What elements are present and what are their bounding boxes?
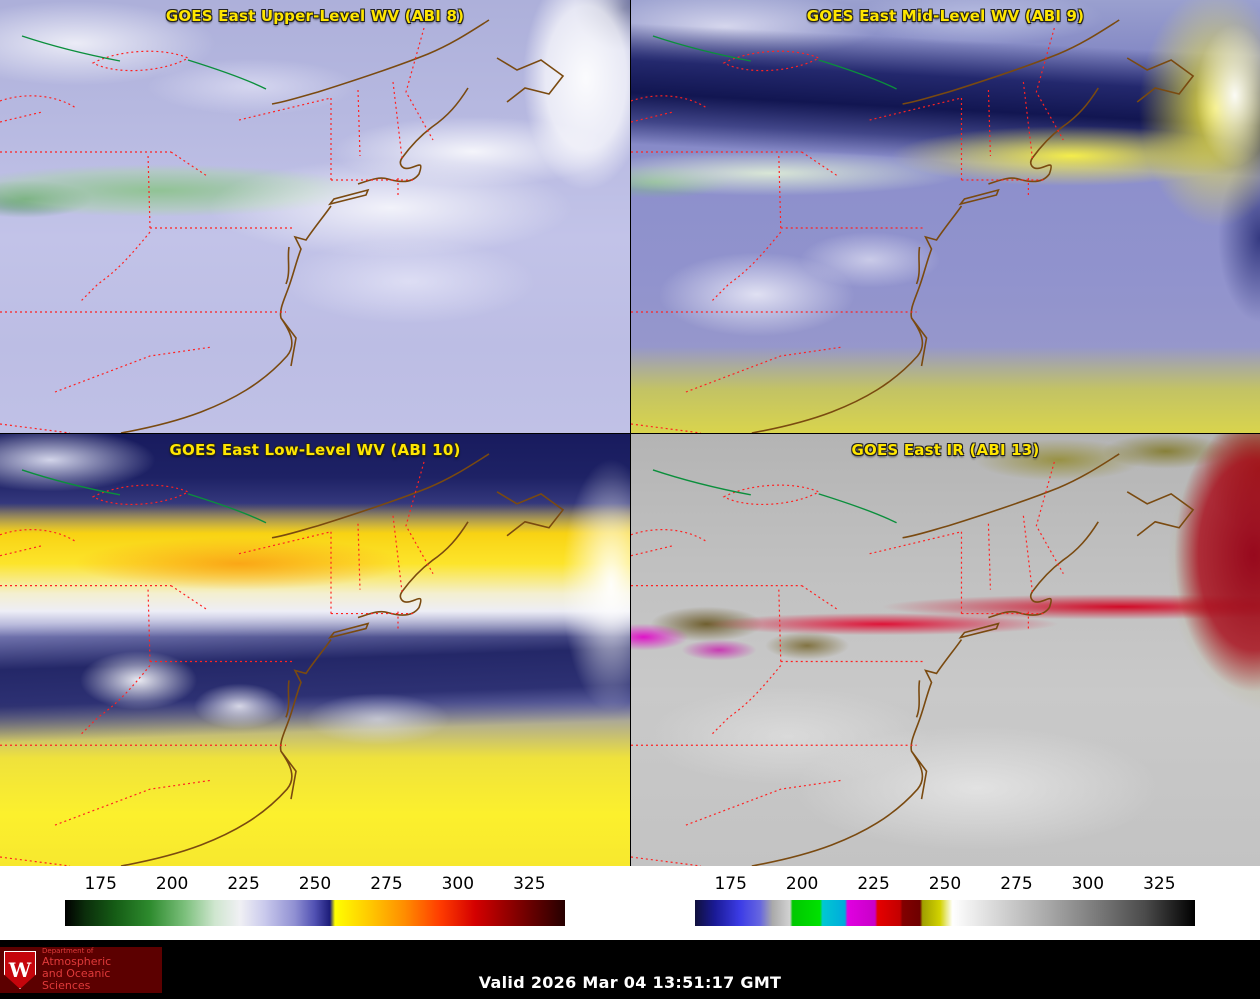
- footer-bar: W Department of Atmospheric and Oceanic …: [0, 940, 1260, 999]
- tick-label: 250: [928, 874, 962, 894]
- logo-line-department: Department of: [42, 947, 94, 956]
- tick-label: 300: [441, 874, 475, 894]
- tick-label: 200: [155, 874, 189, 894]
- tick-label: 300: [1071, 874, 1105, 894]
- tick-label: 225: [857, 874, 890, 894]
- satellite-image-abi9: [631, 0, 1260, 433]
- uw-crest-icon: W: [4, 951, 36, 989]
- tick-label: 175: [84, 874, 117, 894]
- map-borders-overlay: [631, 0, 1260, 433]
- tick-label: 225: [227, 874, 260, 894]
- panel-title-abi13: GOES East IR (ABI 13): [851, 441, 1040, 459]
- colorbar-wv-tick-labels: 175 200 225 250 275 300 325: [65, 874, 565, 898]
- uw-aos-logo: W Department of Atmospheric and Oceanic …: [0, 947, 162, 993]
- tick-label: 175: [714, 874, 747, 894]
- panel-title-abi8: GOES East Upper-Level WV (ABI 8): [165, 7, 465, 25]
- tick-label: 250: [298, 874, 332, 894]
- logo-line-atmospheric: Atmospheric: [42, 954, 112, 968]
- map-borders-overlay: [631, 434, 1260, 866]
- tick-label: 325: [513, 874, 546, 894]
- colorbar-wv-gradient-bar: [65, 900, 565, 926]
- map-borders-overlay: [0, 0, 630, 433]
- satellite-image-abi8: [0, 0, 630, 433]
- satellite-image-abi10: [0, 434, 630, 866]
- tick-label: 275: [370, 874, 403, 894]
- crest-letter: W: [8, 958, 32, 982]
- logo-text: Department of Atmospheric and Oceanic Sc…: [42, 947, 158, 992]
- tick-label: 275: [1000, 874, 1033, 894]
- panel-upper-level-wv: GOES East Upper-Level WV (ABI 8): [0, 0, 630, 433]
- satellite-image-abi13: [631, 434, 1260, 866]
- colorbar-infrared: 175 200 225 250 275 300 325: [630, 866, 1260, 940]
- valid-time-label: Valid 2026 Mar 04 13:51:17 GMT: [478, 973, 782, 992]
- colorbar-ir-tick-labels: 175 200 225 250 275 300 325: [695, 874, 1195, 898]
- tick-label: 200: [785, 874, 819, 894]
- panel-mid-level-wv: GOES East Mid-Level WV (ABI 9): [630, 0, 1260, 433]
- panel-infrared: GOES East IR (ABI 13): [630, 433, 1260, 866]
- colorbar-ir-gradient-bar: [695, 900, 1195, 926]
- panel-title-abi9: GOES East Mid-Level WV (ABI 9): [806, 7, 1085, 25]
- panel-title-abi10: GOES East Low-Level WV (ABI 10): [169, 441, 461, 459]
- colorbar-water-vapor: 175 200 225 250 275 300 325: [0, 866, 630, 940]
- map-borders-overlay: [0, 434, 630, 866]
- tick-label: 325: [1143, 874, 1176, 894]
- colorbar-strip: 175 200 225 250 275 300 325 175 200 225 …: [0, 866, 1260, 940]
- panel-low-level-wv: GOES East Low-Level WV (ABI 10): [0, 433, 630, 866]
- logo-line-oceanic: and Oceanic Sciences: [42, 966, 111, 992]
- satellite-panel-grid: GOES East Upper-Level WV (ABI 8) GOES Ea…: [0, 0, 1260, 866]
